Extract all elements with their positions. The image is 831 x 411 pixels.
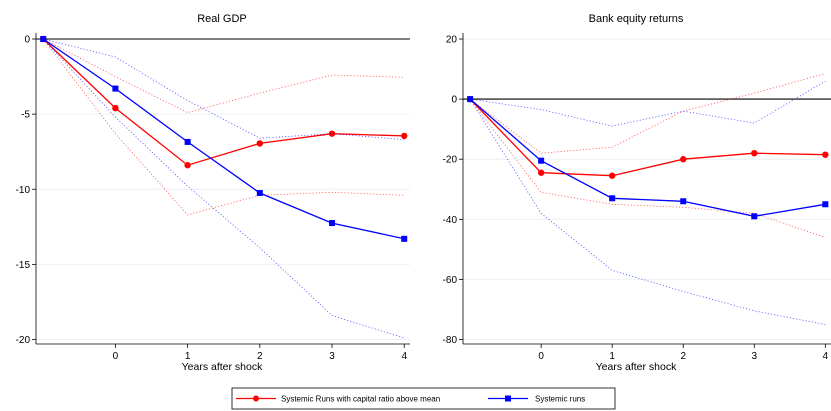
data-point-systemic-runs — [609, 195, 616, 202]
data-point-systemic-runs — [822, 201, 829, 208]
data-point-capital-ratio — [608, 172, 616, 179]
x-axis-title: Years after shock — [596, 361, 677, 373]
y-tick-label: -20 — [16, 335, 31, 346]
y-tick-label: -80 — [443, 335, 458, 346]
x-tick-label: 4 — [401, 351, 407, 362]
ci-upper-systemic-runs — [43, 38, 405, 141]
data-point-systemic-runs — [401, 235, 408, 242]
ci-lower-systemic-runs — [469, 98, 826, 325]
x-tick-label: 2 — [257, 351, 263, 362]
y-tick-label: -5 — [21, 110, 30, 121]
x-tick-label: 3 — [329, 351, 335, 362]
data-point-capital-ratio — [328, 130, 336, 137]
data-point-systemic-runs — [184, 138, 191, 145]
x-tick-label: 0 — [538, 351, 544, 362]
data-point-capital-ratio — [112, 104, 119, 112]
x-tick-label: 1 — [185, 351, 191, 362]
data-point-systemic-runs — [112, 85, 119, 92]
y-tick-label: 0 — [451, 95, 457, 106]
legend-marker-square — [505, 395, 511, 402]
data-point-capital-ratio — [184, 162, 191, 169]
data-point-capital-ratio — [680, 156, 687, 163]
x-tick-label: 1 — [609, 351, 615, 362]
panel-bank-equity-returns: Bank equity returns Years after shock 20… — [443, 13, 831, 373]
data-point-systemic-runs — [538, 157, 545, 164]
panel-title: Bank equity returns — [589, 13, 684, 25]
y-tick-label: 0 — [24, 35, 30, 46]
y-tick-label: -15 — [16, 260, 31, 271]
y-tick-label: -20 — [443, 155, 458, 166]
ci-lower-systemic-runs — [42, 38, 405, 339]
data-point-systemic-runs — [751, 213, 758, 220]
data-point-systemic-runs — [467, 96, 474, 103]
data-point-systemic-runs — [256, 190, 263, 197]
data-point-capital-ratio — [401, 132, 408, 140]
data-point-capital-ratio — [537, 169, 545, 176]
ci-lower-capital-ratio — [42, 38, 405, 216]
ci-upper-capital-ratio — [469, 73, 826, 154]
data-point-capital-ratio — [256, 140, 264, 147]
series-line-capital-ratio — [469, 98, 826, 177]
x-tick-label: 0 — [113, 351, 119, 362]
x-tick-label: 3 — [751, 351, 757, 362]
data-point-capital-ratio — [751, 149, 758, 157]
series-line-systemic-runs — [42, 38, 405, 240]
y-tick-label: -40 — [443, 215, 458, 226]
y-tick-label: -10 — [16, 185, 31, 196]
series-line-capital-ratio — [42, 38, 405, 166]
data-point-systemic-runs — [40, 36, 47, 43]
legend-marker-circle — [253, 395, 259, 402]
data-point-systemic-runs — [680, 198, 687, 205]
ci-upper-capital-ratio — [43, 38, 405, 114]
panel-real-gdp: Real GDP Years after shock 0 -5 -10 -15 -20 0… — [16, 13, 410, 373]
y-tick-label: 20 — [446, 35, 458, 46]
y-tick-label: -60 — [443, 275, 458, 286]
legend-label-capital-ratio: Systemic Runs with capital ratio above m… — [281, 395, 440, 404]
legend-label-systemic-runs: Systemic runs — [535, 395, 585, 404]
x-axis-title: Years after shock — [182, 361, 263, 373]
ci-lower-capital-ratio — [469, 98, 826, 238]
panel-title: Real GDP — [197, 13, 247, 25]
legend-box — [231, 387, 616, 410]
legend: Systemic Runs with capital ratio above m… — [231, 387, 616, 410]
data-point-systemic-runs — [329, 220, 336, 227]
series-line-systemic-runs — [469, 98, 826, 217]
x-tick-label: 4 — [823, 351, 829, 362]
data-point-capital-ratio — [822, 151, 829, 158]
x-tick-label: 2 — [680, 351, 686, 362]
